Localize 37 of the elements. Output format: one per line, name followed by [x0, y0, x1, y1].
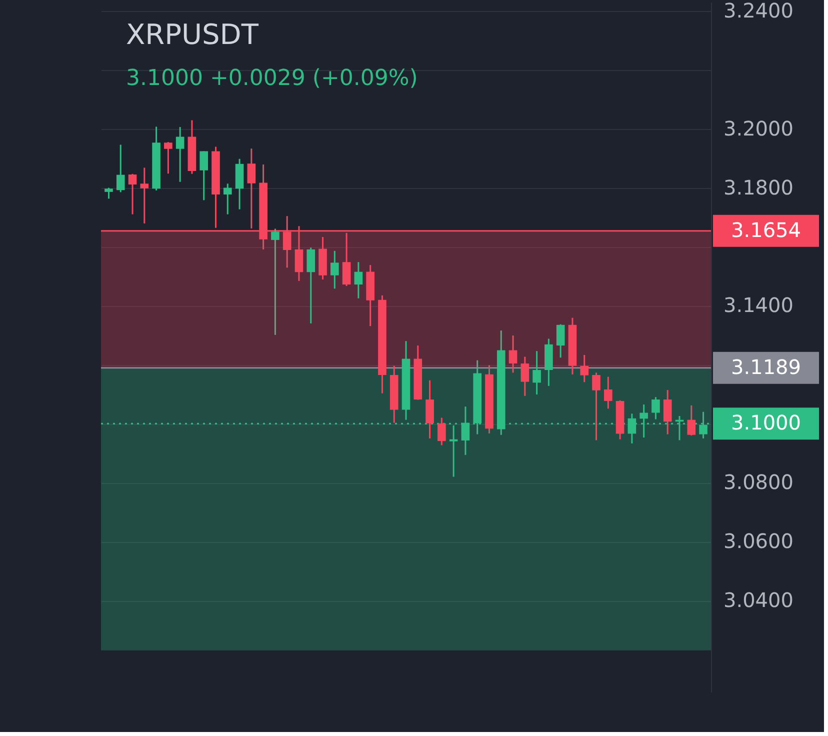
candlestick [663, 389, 672, 436]
candlestick [652, 396, 660, 420]
candlestick [592, 372, 600, 441]
candlestick [140, 166, 149, 224]
y-tick-label: 3.1800 [724, 175, 794, 200]
y-tick-label: 3.2400 [724, 0, 794, 22]
text: 3.1000 +0.0029 (+0.09%) [126, 66, 418, 91]
ref-line-label: 3.1654 [731, 218, 801, 242]
y-tick-label: 3.1400 [724, 293, 794, 318]
candlestick [438, 417, 446, 446]
candlestick [687, 404, 696, 436]
y-tick-label: 3.2000 [724, 116, 794, 140]
candlestick [354, 261, 363, 300]
candlestick [580, 354, 589, 383]
candlestick [426, 380, 434, 440]
candlestick [449, 424, 458, 478]
candlestick [164, 141, 172, 174]
candlestick [128, 173, 137, 216]
candlestick [116, 144, 125, 193]
candlestick [604, 376, 612, 410]
ref-line-label: 3.1189 [731, 354, 801, 379]
candlestick [176, 126, 184, 183]
candlestick [223, 182, 232, 216]
text: XRPUSDT [126, 18, 260, 51]
y-tick-label: 3.0400 [724, 588, 794, 612]
candlestick [271, 228, 280, 336]
candlestick [508, 334, 518, 374]
candlestick [556, 324, 565, 358]
ref-line-label: 3.1000 [731, 410, 801, 435]
candlestick [532, 350, 541, 396]
candlestick [520, 356, 530, 397]
candlestick [330, 250, 339, 290]
y-tick-label: 3.0600 [724, 529, 794, 554]
candlestick [200, 150, 208, 201]
y-tick-label: 3.0800 [724, 470, 794, 494]
candlestick [104, 187, 113, 200]
candlestick [306, 246, 316, 324]
